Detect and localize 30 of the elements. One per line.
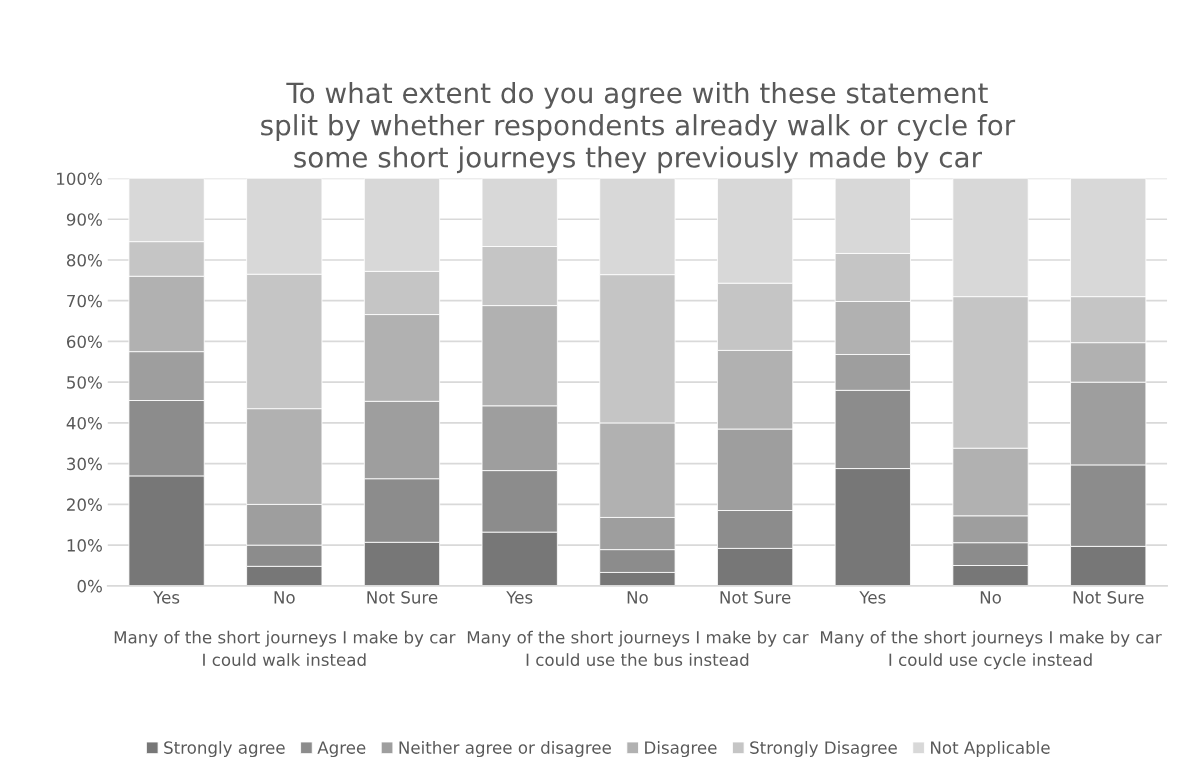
y-tick-label: 90%: [66, 213, 102, 226]
x-tick-label: No: [980, 591, 1001, 604]
text: Many of the short journeys I make by car I could use cycle instead: [821, 630, 1162, 670]
chart-title: To what extent do you agree with these statement split by whether respondents already walk or cycle for some short journeys they previously made by car: [261, 81, 1016, 174]
x-tick-label: Not Sure: [720, 591, 791, 604]
text: Many of the short journeys I make by car I could use the bus instead: [467, 630, 809, 667]
y-tick-label: 70%: [67, 294, 102, 308]
y-tick-label: 10%: [67, 539, 102, 552]
y-tick-label: 30%: [67, 457, 102, 471]
y-tick-label: 80%: [66, 253, 102, 267]
x-tick-label: Yes: [153, 591, 180, 604]
x-tick-label: No: [627, 591, 648, 604]
x-tick-label: Not Sure: [1073, 591, 1144, 604]
y-tick-label: 40%: [66, 416, 102, 430]
y-tick-label: 100%: [57, 172, 102, 186]
legend-label: Strongly agree: [164, 740, 285, 758]
x-tick-label: No: [274, 591, 295, 604]
y-tick-label: 0%: [77, 579, 102, 593]
legend-label: Strongly Disagree: [750, 740, 897, 758]
x-tick-label: Yes: [859, 591, 886, 604]
y-tick-label: 20%: [67, 498, 102, 511]
legend-label: Neither agree or disagree: [399, 740, 611, 758]
x-tick-label: Yes: [506, 591, 533, 604]
legend-label: Agree: [317, 741, 366, 758]
y-tick-label: 50%: [67, 376, 102, 389]
legend-label: Not Applicable: [931, 740, 1050, 758]
y-tick-label: 60%: [66, 335, 102, 349]
text: Many of the short journeys I make by car I could walk instead: [114, 630, 456, 667]
x-tick-label: Not Sure: [367, 591, 438, 604]
legend-label: Disagree: [645, 740, 717, 758]
